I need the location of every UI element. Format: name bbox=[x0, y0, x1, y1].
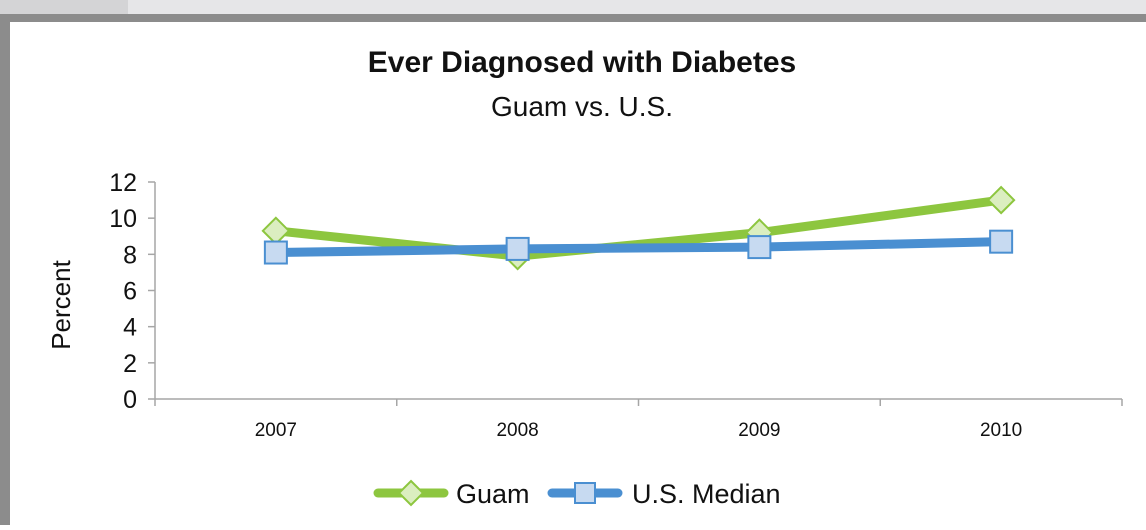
x-tick-label: 2010 bbox=[980, 420, 1022, 441]
y-tick-labels: 0 2 4 6 8 10 12 bbox=[109, 169, 137, 414]
legend-marker bbox=[397, 479, 425, 507]
y-axis-label: Percent bbox=[46, 259, 76, 349]
data-point bbox=[261, 216, 291, 246]
chart-title: Ever Diagnosed with Diabetes bbox=[368, 46, 796, 79]
y-tick-label: 2 bbox=[123, 350, 137, 378]
series-guam bbox=[261, 185, 1016, 271]
y-tick-label: 12 bbox=[109, 169, 137, 197]
data-point bbox=[505, 236, 530, 261]
top-strip bbox=[0, 0, 1146, 14]
series-layer bbox=[261, 185, 1016, 271]
data-point bbox=[986, 185, 1016, 215]
top-strip-tab bbox=[0, 0, 128, 14]
y-tick-label: 0 bbox=[123, 386, 137, 414]
series-line bbox=[271, 237, 1006, 258]
data-point bbox=[747, 235, 772, 260]
legend-marker bbox=[574, 482, 596, 504]
legend-item: Guam bbox=[373, 479, 530, 509]
y-tick-label: 6 bbox=[123, 278, 137, 306]
y-tick-label: 8 bbox=[123, 241, 137, 269]
data-point bbox=[989, 229, 1014, 254]
legend: Guam U.S. Median bbox=[373, 479, 781, 509]
x-tick-labels: 2007 2008 2009 2010 bbox=[255, 420, 1023, 441]
y-tick-label: 4 bbox=[123, 314, 137, 342]
x-tick-label: 2008 bbox=[496, 420, 538, 441]
x-tick-label: 2009 bbox=[738, 420, 780, 441]
legend-item: U.S. Median bbox=[547, 479, 781, 509]
legend-label: U.S. Median bbox=[632, 479, 781, 509]
data-point bbox=[263, 240, 288, 265]
line-chart: Ever Diagnosed with Diabetes Guam vs. U.… bbox=[46, 46, 1123, 509]
axes bbox=[148, 181, 1123, 406]
legend-label: Guam bbox=[456, 479, 530, 509]
y-tick-label: 10 bbox=[109, 205, 137, 233]
chart-subtitle: Guam vs. U.S. bbox=[491, 91, 673, 122]
series-us-median bbox=[263, 229, 1014, 265]
chart-panel: Ever Diagnosed with Diabetes Guam vs. U.… bbox=[10, 22, 1146, 525]
x-tick-label: 2007 bbox=[255, 420, 297, 441]
